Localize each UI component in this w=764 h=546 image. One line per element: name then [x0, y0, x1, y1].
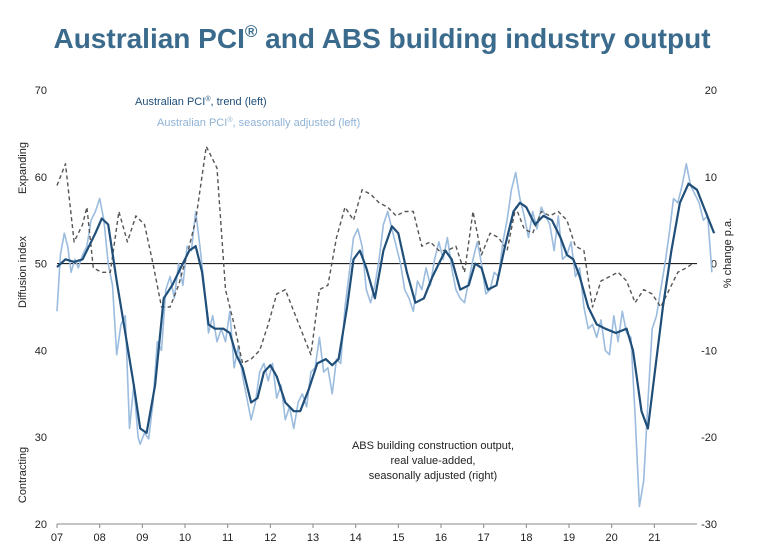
x-tick-label: 08: [94, 532, 106, 544]
y-left-tick-label: 60: [35, 172, 47, 184]
series-line-abs: [56, 145, 694, 365]
legend-sa-label: Australian PCI®, seasonally adjusted (le…: [157, 116, 360, 129]
x-tick-label: 10: [179, 532, 191, 544]
y-left-axis-label: Diffusion index: [17, 236, 29, 308]
x-tick-label: 16: [435, 532, 447, 544]
y-left-contracting-label: Contracting: [17, 447, 29, 503]
y-right-tick-label: 20: [705, 85, 717, 97]
x-tick-label: 13: [307, 532, 319, 544]
y-left-tick-label: 40: [35, 345, 47, 357]
y-right-tick-label: 10: [705, 172, 717, 184]
x-tick-label: 18: [520, 532, 532, 544]
title-registered-mark: ®: [244, 22, 258, 41]
x-tick-label: 19: [563, 532, 575, 544]
series-line-trend: [56, 182, 716, 434]
y-left-tick-label: 70: [35, 85, 47, 97]
y-left-tick-label: 30: [35, 432, 47, 444]
x-tick-label: 21: [648, 532, 660, 544]
abs-annotation-line-2: real value-added,: [390, 455, 475, 467]
x-tick-label: 09: [136, 532, 148, 544]
x-tick-label: 12: [264, 532, 276, 544]
abs-annotation-line-1: ABS building construction output,: [352, 440, 514, 452]
x-tick-label: 15: [392, 532, 404, 544]
y-left-expanding-label: Expanding: [17, 142, 29, 194]
series-layer: [56, 145, 716, 508]
y-left-tick-label: 50: [35, 259, 47, 271]
y-right-tick-label: -30: [701, 519, 717, 531]
x-tick-label: 17: [478, 532, 490, 544]
y-right-tick-label: -10: [701, 345, 717, 357]
legend-trend-label: Australian PCI®, trend (left): [135, 95, 267, 108]
y-right-tick-label: 0: [711, 259, 717, 271]
title-rest: and ABS building industry output: [257, 23, 711, 54]
x-tick-label: 07: [51, 532, 63, 544]
y-right-axis-label: % change p.a.: [722, 218, 734, 288]
label-layer: Australian PCI®, trend (left) Australian…: [17, 95, 734, 503]
chart-title: Australian PCI® and ABS building industr…: [0, 22, 764, 55]
y-left-tick-label: 20: [35, 519, 47, 531]
axes-layer: 07 08 09 10 11 12 13 14 15 16 17 18 19 20 21 20 30 40 50 60…: [35, 85, 717, 544]
abs-annotation-line-3: seasonally adjusted (right): [369, 470, 497, 482]
x-tick-label: 14: [350, 532, 362, 544]
series-line-sa: [56, 163, 713, 508]
y-right-tick-label: -20: [701, 432, 717, 444]
title-main: Australian PCI: [53, 23, 245, 54]
x-tick-label: 20: [606, 532, 618, 544]
x-tick-label: 11: [222, 532, 233, 544]
